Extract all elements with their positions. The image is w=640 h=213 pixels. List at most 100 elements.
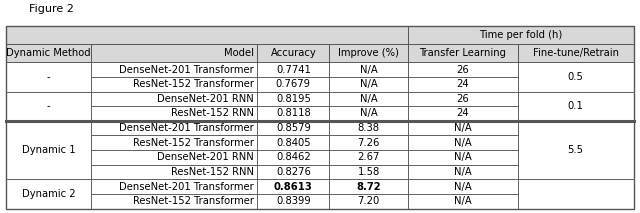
Text: 24: 24 [456,79,469,89]
Bar [408,92,518,106]
Bar [330,165,408,179]
Text: N/A: N/A [454,167,472,177]
Bar [330,92,408,106]
Text: Dynamic 1: Dynamic 1 [22,145,76,155]
Bar [257,106,330,121]
Text: 7.20: 7.20 [358,196,380,206]
Text: 26: 26 [456,65,469,75]
Text: N/A: N/A [360,65,378,75]
Bar [257,179,330,194]
Bar [518,62,634,92]
Bar [330,106,408,121]
Bar [408,150,518,165]
Text: DenseNet-201 RNN: DenseNet-201 RNN [157,94,254,104]
Bar [518,179,634,209]
Text: 0.8118: 0.8118 [276,108,310,118]
Text: Figure 2: Figure 2 [29,4,74,13]
Bar [408,135,518,150]
Bar [518,92,634,121]
Bar [330,135,408,150]
Bar [257,121,330,135]
Text: ResNet-152 RNN: ResNet-152 RNN [171,167,254,177]
Bar [257,44,330,62]
Text: N/A: N/A [454,153,472,163]
Bar [91,77,257,92]
Bar [408,165,518,179]
Text: Dynamic Method: Dynamic Method [6,48,91,58]
Bar [91,194,257,209]
Bar [330,179,408,194]
Text: N/A: N/A [360,94,378,104]
Bar [257,62,330,77]
Text: Transfer Learning: Transfer Learning [419,48,506,58]
Text: ResNet-152 RNN: ResNet-152 RNN [171,108,254,118]
Bar [330,194,408,209]
Bar [91,92,257,106]
Bar [257,92,330,106]
Text: N/A: N/A [360,79,378,89]
Bar [91,179,257,194]
Text: -: - [47,72,51,82]
Text: ResNet-152 Transformer: ResNet-152 Transformer [133,196,254,206]
Bar [91,44,257,62]
Bar [330,135,408,150]
Text: 0.8462: 0.8462 [276,153,310,163]
Bar [257,77,330,92]
Bar [518,92,634,121]
Bar [408,77,518,92]
Bar [518,44,634,62]
Bar [330,165,408,179]
Bar [91,121,257,135]
Text: 0.8613: 0.8613 [274,182,313,192]
Bar [91,150,257,165]
Bar [257,150,330,165]
Bar [91,165,257,179]
Bar [257,165,330,179]
Bar [6,62,91,92]
Bar [91,194,257,209]
Bar [91,135,257,150]
Bar [257,179,330,194]
Bar [330,121,408,135]
Text: 7.26: 7.26 [357,138,380,148]
Text: ResNet-152 Transformer: ResNet-152 Transformer [133,138,254,148]
Text: 0.7679: 0.7679 [276,79,311,89]
Bar [91,106,257,121]
Text: N/A: N/A [360,108,378,118]
Bar [91,77,257,92]
Bar [91,44,257,62]
Bar [6,121,91,179]
Text: 5.5: 5.5 [568,145,584,155]
Text: 0.5: 0.5 [568,72,584,82]
Bar [330,179,408,194]
Text: 0.8405: 0.8405 [276,138,310,148]
Bar [518,62,634,92]
Text: 0.8195: 0.8195 [276,94,311,104]
Bar [408,194,518,209]
Text: 0.8579: 0.8579 [276,123,311,133]
Text: Accuracy: Accuracy [271,48,316,58]
Bar [408,44,518,62]
Bar [91,135,257,150]
Bar [330,44,408,62]
Text: Fine-tune/Retrain: Fine-tune/Retrain [532,48,619,58]
Bar [408,62,518,77]
Bar [6,26,634,209]
Bar [408,194,518,209]
Text: 0.8399: 0.8399 [276,196,310,206]
Bar [330,106,408,121]
Bar [330,92,408,106]
Bar [408,106,518,121]
Bar [6,26,408,44]
Bar [257,135,330,150]
Bar [408,135,518,150]
Text: 0.1: 0.1 [568,101,584,111]
Bar [91,92,257,106]
Bar [408,77,518,92]
Bar [408,26,634,44]
Bar [6,44,91,62]
Bar [91,150,257,165]
Bar [91,106,257,121]
Bar [408,179,518,194]
Text: 2.67: 2.67 [357,153,380,163]
